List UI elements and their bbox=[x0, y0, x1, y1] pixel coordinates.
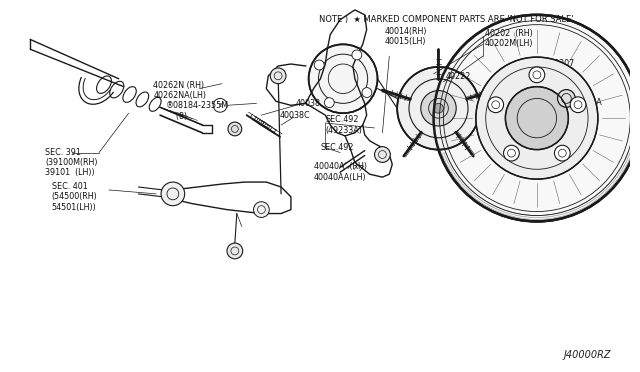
Text: 40038: 40038 bbox=[296, 99, 321, 108]
Text: ★: ★ bbox=[529, 64, 538, 74]
Circle shape bbox=[476, 57, 598, 179]
Circle shape bbox=[570, 97, 586, 113]
Circle shape bbox=[308, 44, 378, 113]
Circle shape bbox=[253, 202, 269, 218]
Text: 40014(RH)
40015(LH): 40014(RH) 40015(LH) bbox=[385, 27, 427, 46]
Text: 40222: 40222 bbox=[445, 72, 471, 81]
Text: 40262A: 40262A bbox=[572, 99, 602, 108]
Text: 40038C: 40038C bbox=[280, 111, 311, 120]
Circle shape bbox=[506, 87, 568, 150]
Circle shape bbox=[228, 122, 242, 136]
Text: 40207: 40207 bbox=[550, 59, 575, 68]
Text: SEC.492
(49233A): SEC.492 (49233A) bbox=[325, 115, 362, 135]
Text: B: B bbox=[218, 103, 222, 108]
Circle shape bbox=[397, 67, 480, 150]
Text: ®08184-2355M
    (8): ®08184-2355M (8) bbox=[166, 102, 229, 121]
Circle shape bbox=[433, 15, 640, 221]
Circle shape bbox=[362, 88, 372, 97]
Circle shape bbox=[227, 243, 243, 259]
Text: J40000RZ: J40000RZ bbox=[564, 350, 611, 360]
Circle shape bbox=[314, 60, 324, 70]
Circle shape bbox=[420, 90, 456, 126]
Circle shape bbox=[433, 103, 444, 113]
Text: 40040A  (RH)
40040AA(LH): 40040A (RH) 40040AA(LH) bbox=[314, 163, 367, 182]
Text: 40202  (RH)
40202M(LH): 40202 (RH) 40202M(LH) bbox=[484, 29, 533, 48]
Text: SEC. 391
(39100M(RH)
39101  (LH)): SEC. 391 (39100M(RH) 39101 (LH)) bbox=[45, 148, 97, 177]
Circle shape bbox=[488, 97, 504, 113]
Circle shape bbox=[557, 90, 575, 107]
Text: SEC. 401
(54500(RH)
54501(LH)): SEC. 401 (54500(RH) 54501(LH)) bbox=[52, 182, 98, 212]
Circle shape bbox=[324, 98, 334, 108]
Circle shape bbox=[554, 145, 570, 161]
Circle shape bbox=[504, 145, 519, 161]
Text: 40262: 40262 bbox=[537, 141, 562, 150]
Text: SEC.492: SEC.492 bbox=[321, 143, 354, 152]
Circle shape bbox=[529, 67, 545, 83]
Circle shape bbox=[374, 147, 390, 163]
Text: 40262N (RH)
40262NA(LH): 40262N (RH) 40262NA(LH) bbox=[153, 81, 206, 100]
Circle shape bbox=[270, 68, 286, 84]
Circle shape bbox=[352, 50, 362, 60]
Text: NOTE )  ★ MARKED COMPONENT PARTS ARE 'NOT FOR SALE': NOTE ) ★ MARKED COMPONENT PARTS ARE 'NOT… bbox=[319, 15, 573, 24]
Circle shape bbox=[161, 182, 185, 206]
